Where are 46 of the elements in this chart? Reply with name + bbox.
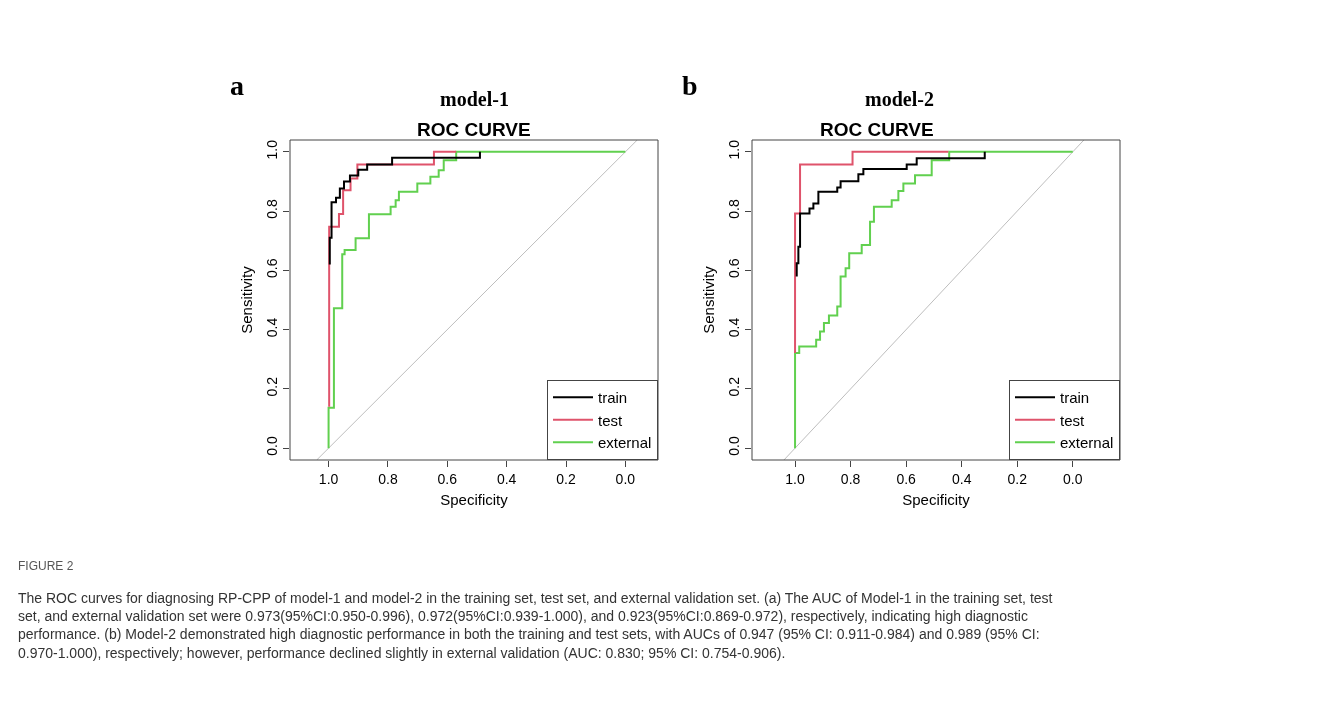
- caption: FIGURE 2: [18, 559, 74, 573]
- y-tick-label: 0.4: [264, 317, 281, 338]
- x-tick-label: 0.2: [1007, 470, 1028, 487]
- x-tick-label: 0.8: [840, 470, 861, 487]
- y-tick-label: 0.8: [264, 199, 281, 219]
- line-series: [794, 150, 950, 355]
- chart-title: model-1: [440, 88, 509, 110]
- chart-subtitle: ROC CURVE: [820, 119, 934, 140]
- x-tick-label: 0.0: [615, 470, 636, 487]
- legend-label: external: [598, 434, 652, 452]
- x-tick-label: 0.8: [378, 470, 398, 487]
- legend-label: test: [598, 411, 624, 429]
- legend-label: train: [1060, 389, 1090, 407]
- chart-title: model-2: [865, 88, 934, 110]
- y-axis-title: Sensitivity: [237, 265, 255, 334]
- text: a: [230, 70, 244, 101]
- x-tick-label: 0.0: [1063, 470, 1083, 487]
- y-tick-label: 0.2: [726, 376, 743, 397]
- x-tick-label: 0.2: [556, 470, 576, 487]
- y-tick-label: 0.6: [264, 258, 281, 278]
- y-tick-label: 0.0: [264, 436, 281, 456]
- y-tick-label: 0.0: [726, 436, 743, 456]
- text: The ROC curves for diagnosing RP-CPP of model-1 and model-2 in the training set, test set, and external validation set. (a) The AUC of Model-1 in the training set, test set, and external validation set were 0.973(95%CI:0.950-0.996), 0.972(95%CI:0.939-1.000), and 0.923(95%CI:0.869-0.972), respectively, indicating high diagnostic performance. (b) Model-2 demonstrated high diagnostic performance in both the training and test sets, with AUCs of 0.947 (95% CI: 0.911-0.984) and 0.989 (95% CI: 0.970-1.000), respectively; however, performance declined slightly in external validation (AUC: 0.830; 95% CI: 0.754-0.906).: [18, 590, 1053, 661]
- legend-label: train: [598, 389, 628, 407]
- chart-subtitle: ROC CURVE: [417, 119, 531, 140]
- x-axis-title: Specificity: [902, 490, 971, 508]
- y-tick-label: 0.8: [726, 199, 743, 219]
- y-tick-label: 0.4: [726, 317, 743, 338]
- x-tick-label: 0.4: [951, 470, 972, 487]
- legend-label: test: [1060, 411, 1086, 429]
- x-tick-label: 0.6: [437, 470, 458, 487]
- legend-label: external: [1060, 434, 1114, 452]
- y-axis-title: Sensitivity: [699, 265, 717, 334]
- x-axis-title: Specificity: [440, 490, 509, 508]
- y-tick-label: 0.2: [264, 376, 281, 397]
- x-tick-label: 1.0: [785, 470, 805, 487]
- line-series: [328, 150, 481, 266]
- y-tick-label: 1.0: [264, 139, 281, 160]
- x-tick-label: 0.6: [896, 470, 917, 487]
- line-series: [328, 150, 458, 408]
- x-tick-label: 1.0: [318, 470, 339, 487]
- text: b: [682, 70, 698, 101]
- line-series: [795, 150, 986, 278]
- x-tick-label: 0.4: [496, 470, 517, 487]
- y-tick-label: 1.0: [726, 139, 743, 160]
- y-tick-label: 0.6: [726, 258, 743, 278]
